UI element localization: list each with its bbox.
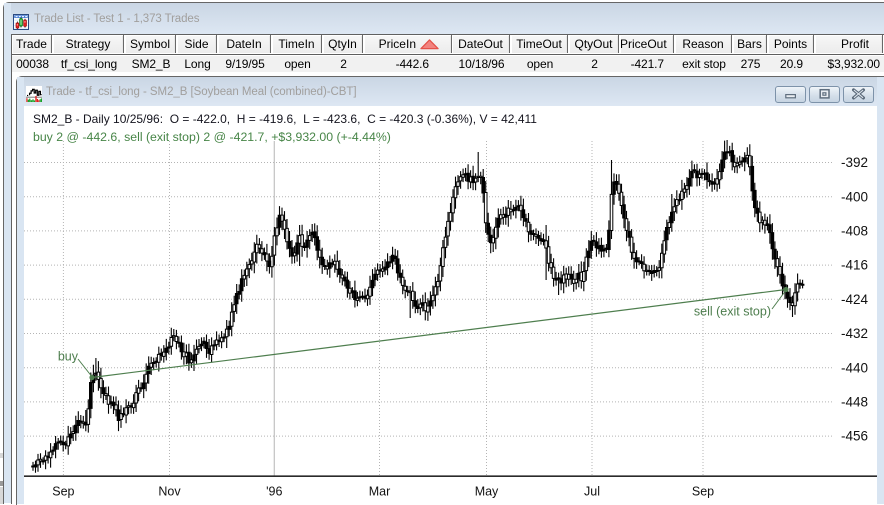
svg-text:-424: -424: [841, 292, 869, 307]
svg-text:-416: -416: [841, 258, 868, 273]
svg-text:-400: -400: [841, 189, 868, 204]
svg-text:-440: -440: [841, 360, 868, 375]
svg-text:Jul: Jul: [584, 485, 600, 499]
svg-text:Sep: Sep: [692, 485, 714, 499]
svg-text:-432: -432: [841, 326, 868, 341]
svg-text:Sep: Sep: [52, 485, 74, 499]
svg-text:-392: -392: [841, 155, 868, 170]
svg-text:-448: -448: [841, 395, 868, 410]
svg-text:-456: -456: [841, 429, 868, 444]
svg-text:'96: '96: [266, 485, 282, 499]
svg-text:sell (exit stop): sell (exit stop): [694, 305, 771, 319]
svg-text:Mar: Mar: [369, 485, 391, 499]
svg-text:Nov: Nov: [158, 485, 181, 499]
svg-text:May: May: [475, 485, 499, 499]
svg-text:buy: buy: [58, 350, 79, 364]
svg-text:-408: -408: [841, 224, 868, 239]
